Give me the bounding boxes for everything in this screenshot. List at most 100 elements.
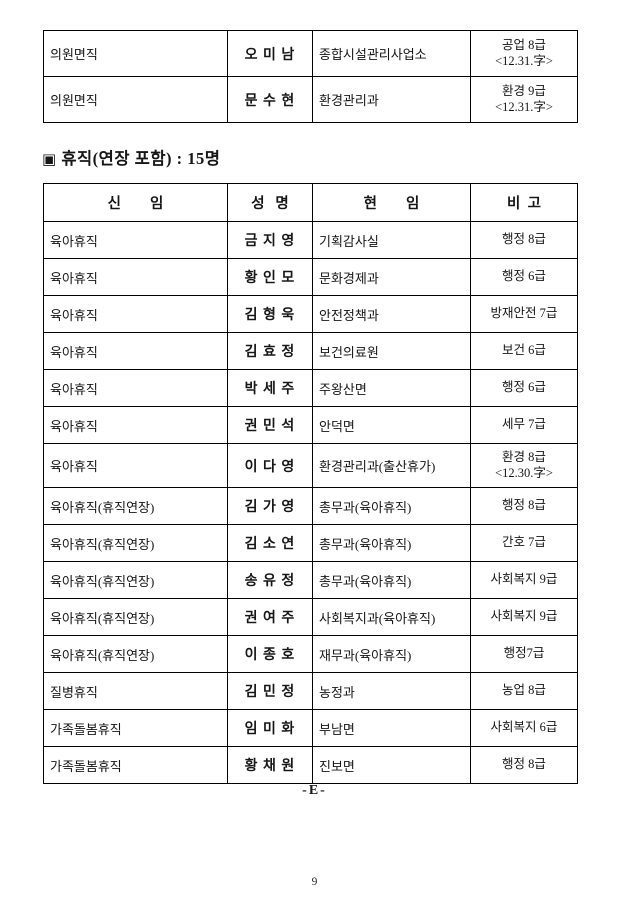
name-cell: 오 미 남 [227,30,313,77]
name-cell: 김 효 정 [227,332,313,370]
status-cell: 가족돌봄휴직 [43,746,228,784]
current-cell: 총무과(육아휴직) [312,524,471,562]
table-row: 육아휴직(휴직연장) 송 유 정 총무과(육아휴직) 사회복지 9급 [43,561,578,599]
name-cell: 이 다 영 [227,443,313,488]
note-cell: 공업 8급 <12.31.字> [470,30,578,77]
current-cell: 환경관리과(출산휴가) [312,443,471,488]
end-mark: -E- [302,783,327,798]
note-cell: 행정 6급 [470,258,578,296]
note-line1: 보건 6급 [502,343,546,358]
status-cell: 질병휴직 [43,672,228,710]
note-line1: 사회복지 9급 [490,609,558,624]
column-header-name: 성 명 [227,183,313,222]
name-cell: 금 지 영 [227,221,313,259]
note-cell: 행정 8급 [470,221,578,259]
current-cell: 진보면 [312,746,471,784]
column-header-note: 비 고 [470,183,578,222]
section-title-text: 휴직(연장 포함) : 15명 [61,149,221,168]
status-cell: 육아휴직 [43,258,228,296]
header-row: 신 임 성 명 현 임 비 고 [43,183,578,222]
note-cell: 행정 6급 [470,369,578,407]
status-cell: 육아휴직(휴직연장) [43,561,228,599]
table-row: 육아휴직(휴직연장) 김 소 연 총무과(육아휴직) 간호 7급 [43,524,578,562]
current-cell: 주왕산면 [312,369,471,407]
current-cell: 종합시설관리사업소 [312,30,471,77]
current-cell: 기획감사실 [312,221,471,259]
name-cell: 권 여 주 [227,598,313,636]
note-cell: 사회복지 9급 [470,598,578,636]
table-row: 가족돌봄휴직 황 채 원 진보면 행정 8급 [43,746,578,784]
note-line1: 환경 9급 [502,83,546,98]
note-line1: 행정 8급 [502,757,546,772]
current-cell: 안전정책과 [312,295,471,333]
note-line1: 사회복지 6급 [490,720,558,735]
status-cell: 육아휴직 [43,369,228,407]
current-cell: 농정과 [312,672,471,710]
current-cell: 총무과(육아휴직) [312,487,471,525]
note-cell: 행정 8급 [470,487,578,525]
note-line1: 세무 7급 [502,417,546,432]
note-line1: 환경 8급 [502,449,546,464]
note-line1: 농업 8급 [502,683,546,698]
column-header-current: 현 임 [312,183,471,222]
name-cell: 김 가 영 [227,487,313,525]
table-row: 육아휴직 김 효 정 보건의료원 보건 6급 [43,332,578,370]
section-title: ▣ 휴직(연장 포함) : 15명 [42,145,220,169]
note-line2: <12.31.字> [495,53,553,68]
note-cell: 환경 9급 <12.31.字> [470,76,578,123]
current-cell: 안덕면 [312,406,471,444]
status-cell: 가족돌봄휴직 [43,709,228,747]
table-row: 가족돌봄휴직 임 미 화 부남면 사회복지 6급 [43,709,578,747]
note-line1: 행정7급 [503,646,545,661]
name-cell: 김 형 욱 [227,295,313,333]
note-line1: 행정 6급 [502,269,546,284]
note-line1: 공업 8급 [502,37,546,52]
table-row: 육아휴직 황 인 모 문화경제과 행정 6급 [43,258,578,296]
name-cell: 황 채 원 [227,746,313,784]
name-cell: 이 종 호 [227,635,313,673]
name-cell: 문 수 현 [227,76,313,123]
table-row: 의원면직 문 수 현 환경관리과 환경 9급 <12.31.字> [43,76,578,123]
table-row: 육아휴직 김 형 욱 안전정책과 방재안전 7급 [43,295,578,333]
note-line1: 간호 7급 [502,535,546,550]
status-cell: 육아휴직(휴직연장) [43,635,228,673]
table-row: 의원면직 오 미 남 종합시설관리사업소 공업 8급 <12.31.字> [43,30,578,77]
name-cell: 황 인 모 [227,258,313,296]
status-cell: 육아휴직 [43,295,228,333]
current-cell: 사회복지과(육아휴직) [312,598,471,636]
current-cell: 보건의료원 [312,332,471,370]
current-cell: 환경관리과 [312,76,471,123]
note-cell: 농업 8급 [470,672,578,710]
note-cell: 방재안전 7급 [470,295,578,333]
note-line1: 행정 8급 [502,498,546,513]
note-cell: 세무 7급 [470,406,578,444]
column-header-new: 신 임 [43,183,228,222]
note-cell: 보건 6급 [470,332,578,370]
note-line2: <12.31.字> [495,99,553,114]
table-row: 육아휴직 권 민 석 안덕면 세무 7급 [43,406,578,444]
table-row: 질병휴직 김 민 정 농정과 농업 8급 [43,672,578,710]
status-cell: 의원면직 [43,30,228,77]
note-cell: 간호 7급 [470,524,578,562]
table-row: 육아휴직(휴직연장) 권 여 주 사회복지과(육아휴직) 사회복지 9급 [43,598,578,636]
page-number: 9 [311,876,318,888]
name-cell: 김 민 정 [227,672,313,710]
status-cell: 육아휴직(휴직연장) [43,524,228,562]
name-cell: 권 민 석 [227,406,313,444]
status-cell: 육아휴직(휴직연장) [43,598,228,636]
note-line1: 행정 6급 [502,380,546,395]
status-cell: 육아휴직 [43,406,228,444]
leave-table: 신 임 성 명 현 임 비 고 육아휴직 금 지 영 기획감사실 행정 8급 육… [43,183,578,784]
note-cell: 환경 8급 <12.30.字> [470,443,578,488]
name-cell: 박 세 주 [227,369,313,407]
name-cell: 송 유 정 [227,561,313,599]
status-cell: 육아휴직 [43,221,228,259]
current-cell: 문화경제과 [312,258,471,296]
note-cell: 사회복지 6급 [470,709,578,747]
note-line2: <12.30.字> [495,465,553,480]
table-row: 육아휴직 박 세 주 주왕산면 행정 6급 [43,369,578,407]
note-cell: 행정7급 [470,635,578,673]
note-cell: 사회복지 9급 [470,561,578,599]
carryover-table: 의원면직 오 미 남 종합시설관리사업소 공업 8급 <12.31.字> 의원면… [43,30,578,123]
